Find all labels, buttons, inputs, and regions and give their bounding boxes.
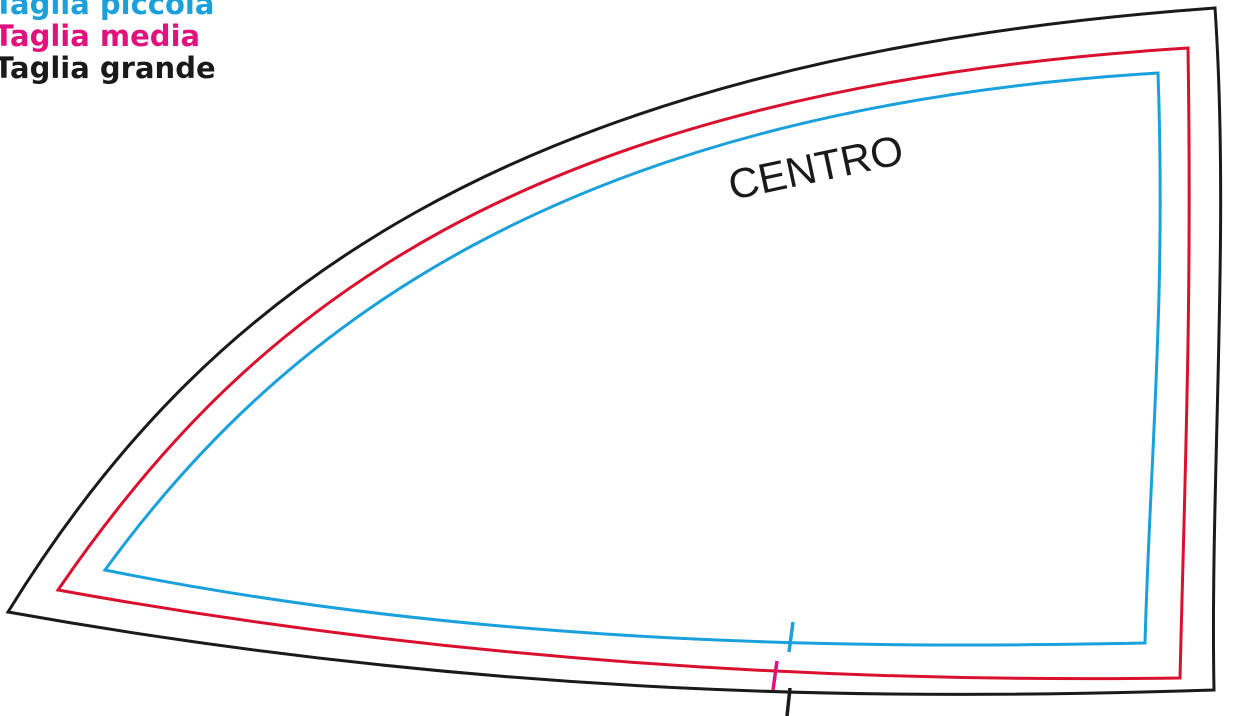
legend-large: Taglia grande bbox=[0, 51, 216, 85]
legend-small: Taglia piccola bbox=[0, 0, 215, 21]
outline-small bbox=[102, 71, 1162, 647]
notch-small bbox=[787, 621, 795, 653]
size-legend: Taglia piccola Taglia media Taglia grand… bbox=[0, 0, 216, 84]
outline-large bbox=[5, 6, 1223, 696]
legend-medium: Taglia media bbox=[0, 19, 201, 53]
center-label: CENTRO bbox=[724, 126, 907, 209]
outline-medium bbox=[55, 46, 1191, 681]
notch-medium bbox=[771, 660, 779, 691]
notch-large bbox=[785, 687, 792, 716]
